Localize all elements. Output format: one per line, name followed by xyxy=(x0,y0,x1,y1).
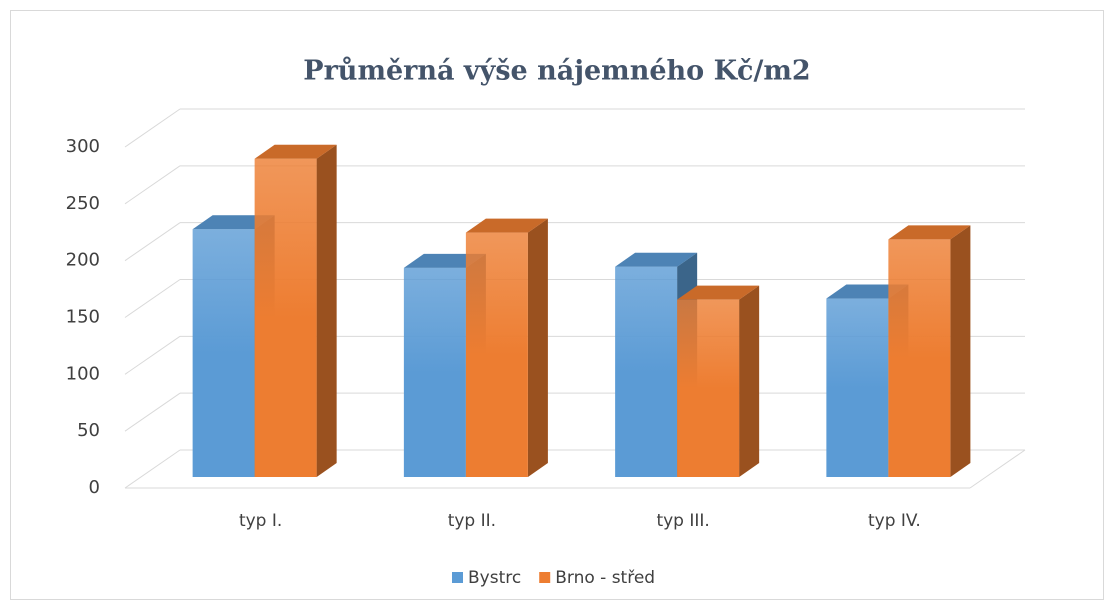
bar-top-shade xyxy=(677,285,760,300)
y-tick-label: 300 xyxy=(66,136,100,157)
bar-top-shade xyxy=(888,225,971,240)
bar-top xyxy=(826,284,909,299)
bar-top xyxy=(465,218,548,233)
bar-top-shade xyxy=(403,253,486,268)
grid-line xyxy=(124,279,181,318)
bar-top-shade xyxy=(615,252,698,267)
legend-label: Brno - střed xyxy=(555,568,655,588)
legend-label: Bystrc xyxy=(468,568,521,588)
bar-front xyxy=(465,232,528,477)
x-tick-label: typ II. xyxy=(448,511,496,531)
bar-front xyxy=(826,298,889,477)
bar-side-shade xyxy=(316,144,337,477)
bar-top xyxy=(403,253,486,268)
grid-line xyxy=(124,392,181,432)
bar-front xyxy=(677,299,740,477)
bar-top-shade xyxy=(254,144,337,159)
legend-swatch xyxy=(539,572,551,583)
bar-top xyxy=(677,285,760,300)
bar-side-shade xyxy=(739,285,760,477)
bar-top xyxy=(192,215,275,230)
legend-swatch xyxy=(452,572,463,583)
bar-top-shade xyxy=(192,215,275,230)
bar xyxy=(465,218,548,477)
bar-front xyxy=(192,229,255,477)
bar-top xyxy=(615,252,698,267)
grid-line xyxy=(124,165,181,205)
bar-top-shade xyxy=(826,284,909,299)
bar xyxy=(888,225,971,477)
y-tick-label: 50 xyxy=(77,420,100,441)
y-tick-label: 250 xyxy=(66,193,100,214)
bar-side xyxy=(316,144,337,477)
bar-front xyxy=(615,266,678,477)
x-tick-label: typ I. xyxy=(239,511,282,531)
chart-title: Průměrná výše nájemného Kč/m2 xyxy=(303,55,810,87)
bar-top-shade xyxy=(465,218,548,233)
grid-line xyxy=(124,449,181,489)
bar-side xyxy=(527,218,548,477)
bar-side xyxy=(739,285,760,477)
y-tick-label: 200 xyxy=(66,250,100,271)
floor-line xyxy=(969,449,1026,489)
y-tick-label: 100 xyxy=(66,363,100,384)
bar xyxy=(677,285,760,477)
bar xyxy=(254,144,337,477)
bar-side-shade xyxy=(950,225,971,477)
grid-line xyxy=(124,108,181,148)
bar-front xyxy=(403,267,466,477)
grid-line xyxy=(124,222,181,262)
x-tick-label: typ IV. xyxy=(868,511,921,531)
y-tick-label: 150 xyxy=(66,307,100,328)
bar-top xyxy=(888,225,971,240)
bar-top xyxy=(254,144,337,159)
y-tick-label: 0 xyxy=(89,477,100,498)
bar-side xyxy=(950,225,971,477)
x-tick-label: typ III. xyxy=(656,511,709,531)
bar-front xyxy=(888,239,951,477)
grid-line xyxy=(124,335,181,375)
bar-front xyxy=(254,158,317,477)
bar-side-shade xyxy=(527,218,548,477)
